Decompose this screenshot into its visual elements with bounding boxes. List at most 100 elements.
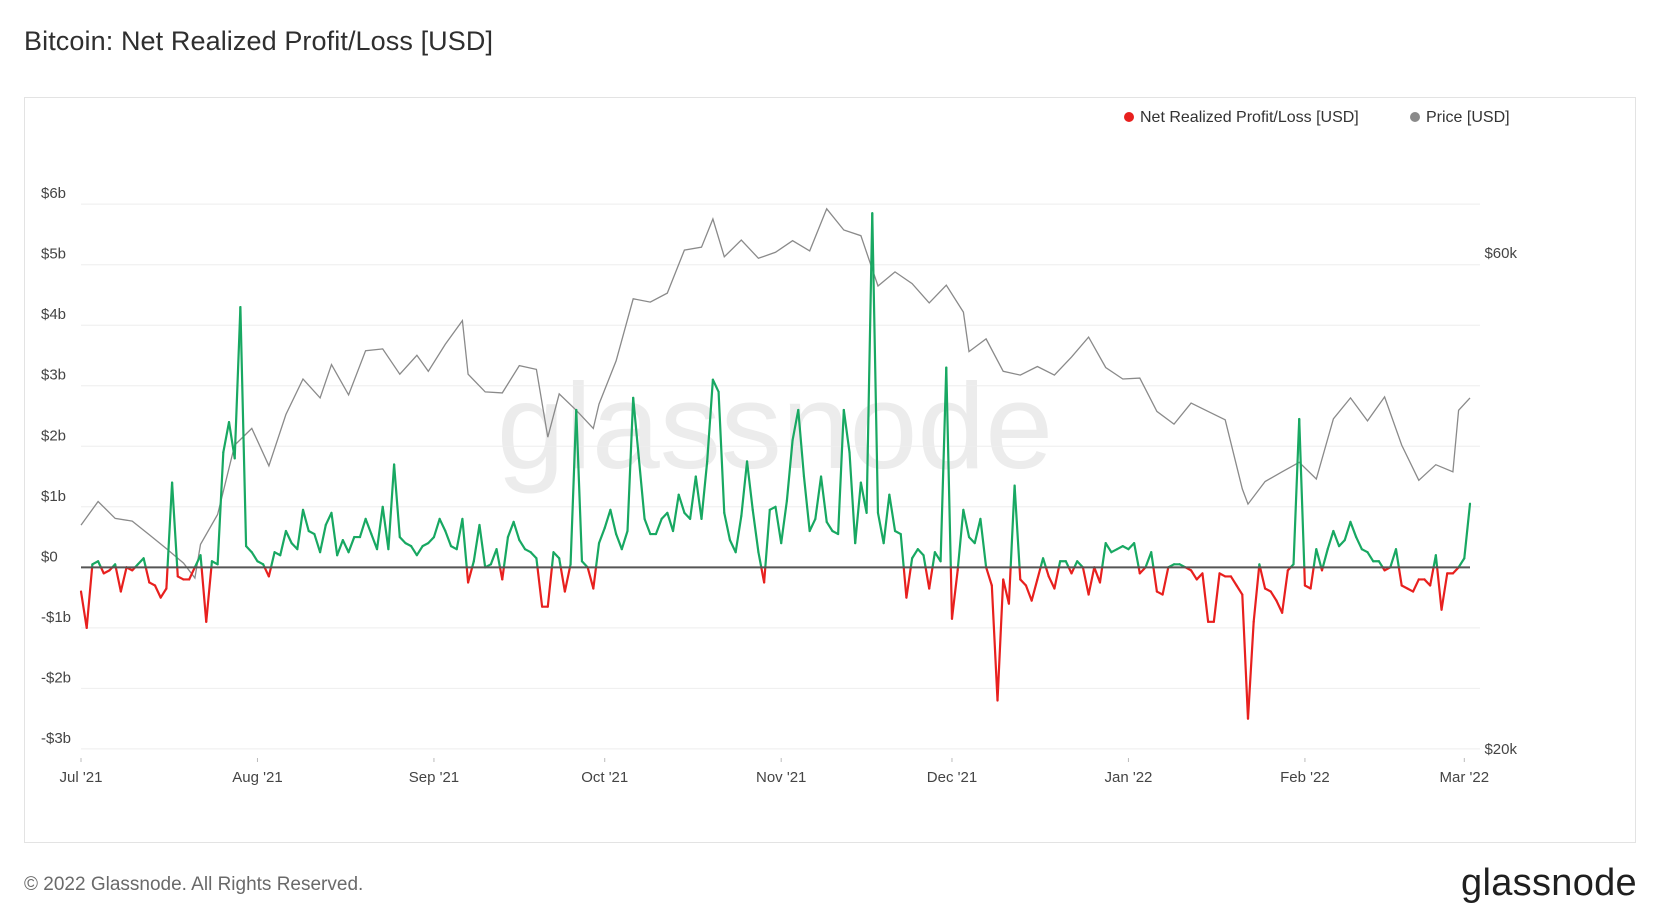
nrpl-segment bbox=[364, 517, 373, 536]
nrpl-segment bbox=[1087, 566, 1096, 596]
nrpl-segment bbox=[603, 508, 612, 530]
nrpl-segment bbox=[1463, 502, 1472, 560]
nrpl-segment bbox=[1394, 548, 1400, 569]
nrpl-segment bbox=[466, 566, 474, 584]
x-tick-label: Jan '22 bbox=[1104, 769, 1152, 786]
left-tick-label: -$3b bbox=[41, 730, 71, 747]
nrpl-segment bbox=[502, 535, 510, 569]
nrpl-segment bbox=[1429, 566, 1435, 587]
nrpl-segment bbox=[902, 566, 908, 599]
nrpl-segment bbox=[632, 396, 640, 460]
nrpl-segment bbox=[592, 566, 598, 590]
nrpl-segment bbox=[227, 420, 236, 460]
nrpl-segment bbox=[956, 508, 965, 569]
x-tick-label: Feb '22 bbox=[1280, 769, 1330, 786]
brand-logo[interactable]: glassnode bbox=[1461, 862, 1637, 904]
nrpl-segment bbox=[501, 566, 505, 581]
nrpl-segment bbox=[444, 529, 453, 548]
nrpl-segment bbox=[1047, 575, 1056, 590]
nrpl-segment bbox=[518, 538, 527, 551]
nrpl-segment bbox=[899, 532, 905, 569]
nrpl-segment bbox=[472, 523, 481, 563]
nrpl-segment bbox=[559, 566, 566, 593]
legend-marker-net-realized bbox=[1124, 112, 1134, 122]
nrpl-segment bbox=[318, 523, 327, 554]
nrpl-segment bbox=[1326, 529, 1335, 551]
nrpl-segment bbox=[774, 505, 783, 545]
nrpl-segment bbox=[1093, 566, 1102, 584]
nrpl-segment bbox=[666, 511, 675, 533]
nrpl-segment bbox=[597, 526, 606, 545]
nrpl-segment bbox=[1044, 566, 1050, 578]
left-tick-label: $0 bbox=[41, 548, 58, 565]
right-tick-label: $60k bbox=[1484, 245, 1517, 262]
nrpl-segment bbox=[375, 505, 384, 551]
x-tick-label: Nov '21 bbox=[756, 769, 806, 786]
nrpl-segment bbox=[1355, 535, 1363, 551]
nrpl-segment bbox=[1076, 560, 1085, 569]
nrpl-segment bbox=[244, 545, 253, 554]
nrpl-segment bbox=[1013, 484, 1021, 569]
nrpl-segment bbox=[1030, 578, 1039, 602]
x-axis: Jul '21 Aug '21 Sep '21 Oct '21 Nov '21 Dec '… bbox=[60, 758, 1490, 786]
nrpl-segment bbox=[985, 566, 993, 587]
nrpl-segment bbox=[336, 538, 344, 557]
nrpl-segment bbox=[1411, 578, 1420, 593]
nrpl-segment bbox=[313, 532, 322, 554]
nrpl-segment bbox=[569, 408, 578, 566]
nrpl-segment bbox=[819, 475, 828, 524]
nrpl-segment bbox=[1281, 569, 1289, 614]
nrpl-segment bbox=[279, 529, 288, 557]
nrpl-segment bbox=[200, 566, 208, 623]
nrpl-segment bbox=[996, 578, 1005, 702]
nrpl-segment bbox=[79, 590, 88, 629]
x-tick-label: Mar '22 bbox=[1440, 769, 1490, 786]
nrpl-segment bbox=[745, 460, 754, 511]
legend[interactable]: Net Realized Profit/Loss [USD] Price [US… bbox=[1124, 109, 1510, 126]
nrpl-segment bbox=[950, 569, 959, 620]
nrpl-segment bbox=[552, 551, 561, 560]
nrpl-segment bbox=[1269, 590, 1278, 602]
nrpl-segment bbox=[594, 542, 601, 569]
nrpl-segment bbox=[967, 535, 976, 545]
nrpl-segment bbox=[165, 566, 169, 590]
left-tick-label: $1b bbox=[41, 488, 66, 505]
nrpl-segment bbox=[1366, 551, 1375, 563]
nrpl-segment bbox=[1312, 548, 1318, 569]
nrpl-segment bbox=[1303, 566, 1307, 587]
nrpl-segment bbox=[575, 408, 584, 563]
nrpl-segment bbox=[1133, 542, 1140, 569]
nrpl-segment bbox=[931, 551, 936, 569]
nrpl-segment bbox=[1201, 572, 1210, 623]
nrpl-segment bbox=[512, 520, 521, 542]
right-axis: $20k $60k bbox=[1484, 245, 1517, 758]
nrpl-segment bbox=[387, 463, 396, 551]
nrpl-segment bbox=[671, 493, 680, 533]
nrpl-segment bbox=[1018, 566, 1022, 581]
nrpl-segment bbox=[757, 551, 763, 569]
nrpl-segment bbox=[216, 451, 225, 566]
left-tick-label: $6b bbox=[41, 185, 66, 202]
nrpl-segment bbox=[728, 538, 737, 554]
left-tick-label: $3b bbox=[41, 367, 66, 384]
nrpl-segment bbox=[269, 551, 276, 569]
nrpl-segment bbox=[909, 557, 914, 569]
nrpl-segment bbox=[392, 463, 401, 539]
nrpl-segment bbox=[347, 535, 356, 554]
nrpl-segment bbox=[785, 439, 794, 502]
nrpl-segment bbox=[888, 493, 897, 533]
nrpl-segment bbox=[837, 408, 845, 536]
nrpl-segment bbox=[780, 499, 788, 545]
left-tick-label: $2b bbox=[41, 427, 66, 444]
nrpl-segment bbox=[1144, 551, 1153, 569]
nrpl-segment bbox=[1423, 578, 1432, 587]
nrpl-segment bbox=[1235, 584, 1244, 596]
nrpl-segment bbox=[1053, 566, 1060, 590]
nrpl-segment bbox=[1070, 566, 1076, 575]
nrpl-segment bbox=[706, 378, 714, 463]
nrpl-segment bbox=[973, 517, 982, 545]
nrpl-segment bbox=[637, 457, 646, 521]
nrpl-segment bbox=[797, 408, 806, 478]
nrpl-segment bbox=[495, 548, 502, 569]
nrpl-segment bbox=[962, 508, 971, 539]
